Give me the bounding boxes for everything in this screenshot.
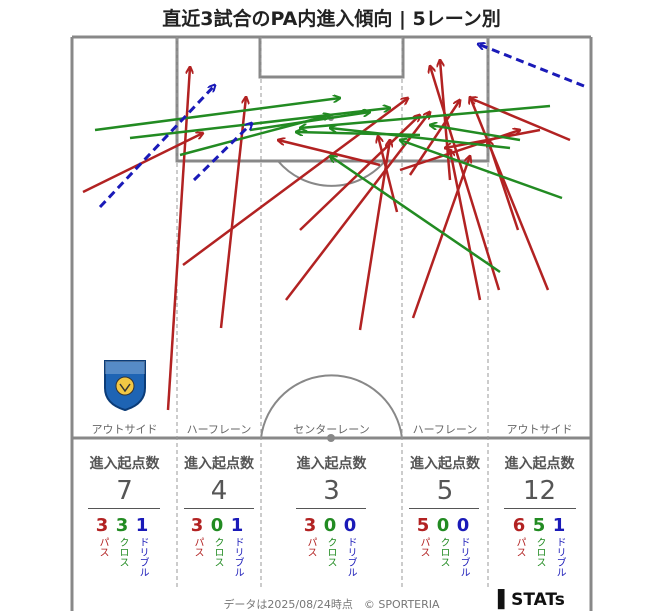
cross-arrow xyxy=(400,140,563,200)
stats-brand-logo: ▌STATs xyxy=(498,590,565,610)
pass-arrow xyxy=(285,112,430,301)
cross-arrow xyxy=(330,156,501,274)
penalty-arc xyxy=(277,160,386,187)
pass-count: 6 パス xyxy=(512,515,526,557)
stat-divider xyxy=(88,508,160,509)
center-circle xyxy=(260,374,403,439)
cross-count: 5 クロス xyxy=(532,515,546,567)
pass-arrow xyxy=(430,66,501,291)
cross-arrow xyxy=(300,104,551,128)
cross-count: 3 クロス xyxy=(115,515,129,567)
pass-arrow xyxy=(411,156,470,319)
pass-arrow xyxy=(358,140,390,331)
lane-label-outside-left: アウトサイド xyxy=(91,423,158,436)
lane-label-halfspace-left: ハーフレーン xyxy=(186,423,252,436)
cross-arrow xyxy=(129,108,390,140)
dribble-arrow xyxy=(478,44,585,88)
goal-area xyxy=(258,35,405,79)
pass-arrow xyxy=(82,133,203,194)
pass-arrow xyxy=(470,98,571,142)
stat-heading: 進入起点数 xyxy=(89,456,160,472)
cross-count: 0 クロス xyxy=(210,515,224,567)
stat-divider xyxy=(296,508,366,509)
lane-label-center: センターレーン xyxy=(293,423,370,436)
stat-heading: 進入起点数 xyxy=(504,456,575,472)
footer-note: データは2025/08/24時点 © SPORTERIA xyxy=(223,598,440,611)
pass-arrow xyxy=(182,98,408,267)
stat-total: 12 xyxy=(522,476,557,506)
pass-arrow xyxy=(278,140,381,167)
cross-count: 0 クロス xyxy=(436,515,450,567)
center-spot xyxy=(327,434,335,442)
stat-divider xyxy=(504,508,576,509)
stat-total: 7 xyxy=(116,476,133,506)
dribble-count: 1 ドリブル xyxy=(552,515,566,577)
dribble-arrow xyxy=(192,123,252,182)
stat-total: 5 xyxy=(436,476,454,506)
cross-arrow xyxy=(296,132,421,137)
dribble-count: 1 ドリブル xyxy=(230,515,244,577)
cross-count: 0 クロス xyxy=(323,515,337,567)
cross-arrow xyxy=(94,98,340,132)
pass-arrow xyxy=(219,97,246,329)
pass-arrow xyxy=(450,150,482,301)
club-crest-logo xyxy=(104,360,146,412)
pass-arrow xyxy=(166,67,190,411)
lane-label-outside-right: アウトサイド xyxy=(506,423,573,436)
lane-label-halfspace-right: ハーフレーン xyxy=(412,423,478,436)
stat-heading: 進入起点数 xyxy=(296,456,367,472)
dribble-count: 1 ドリブル xyxy=(135,515,149,577)
dribble-count: 0 ドリブル xyxy=(343,515,357,577)
pass-arrow xyxy=(488,140,520,231)
pass-arrow xyxy=(408,100,460,176)
stat-heading: 進入起点数 xyxy=(184,456,254,472)
pass-arrow xyxy=(440,60,452,181)
chart-title: 直近3試合のPA内進入傾向 | 5レーン別 xyxy=(162,8,501,30)
pass-arrow xyxy=(470,97,550,291)
stat-divider xyxy=(184,508,254,509)
pass-count: 5 パス xyxy=(416,515,430,557)
dribble-count: 0 ドリブル xyxy=(456,515,470,577)
pass-count: 3 パス xyxy=(303,515,317,557)
cross-arrow xyxy=(249,112,370,132)
stat-heading: 進入起点数 xyxy=(410,456,480,472)
stat-total: 4 xyxy=(210,476,228,506)
dribble-arrow xyxy=(98,85,215,209)
pass-count: 3 パス xyxy=(190,515,204,557)
pass-arrow xyxy=(445,128,541,148)
stat-divider xyxy=(409,508,479,509)
cross-arrow xyxy=(430,125,521,142)
pass-count: 3 パス xyxy=(95,515,109,557)
cross-arrow xyxy=(330,128,511,150)
stat-total: 3 xyxy=(323,476,340,506)
